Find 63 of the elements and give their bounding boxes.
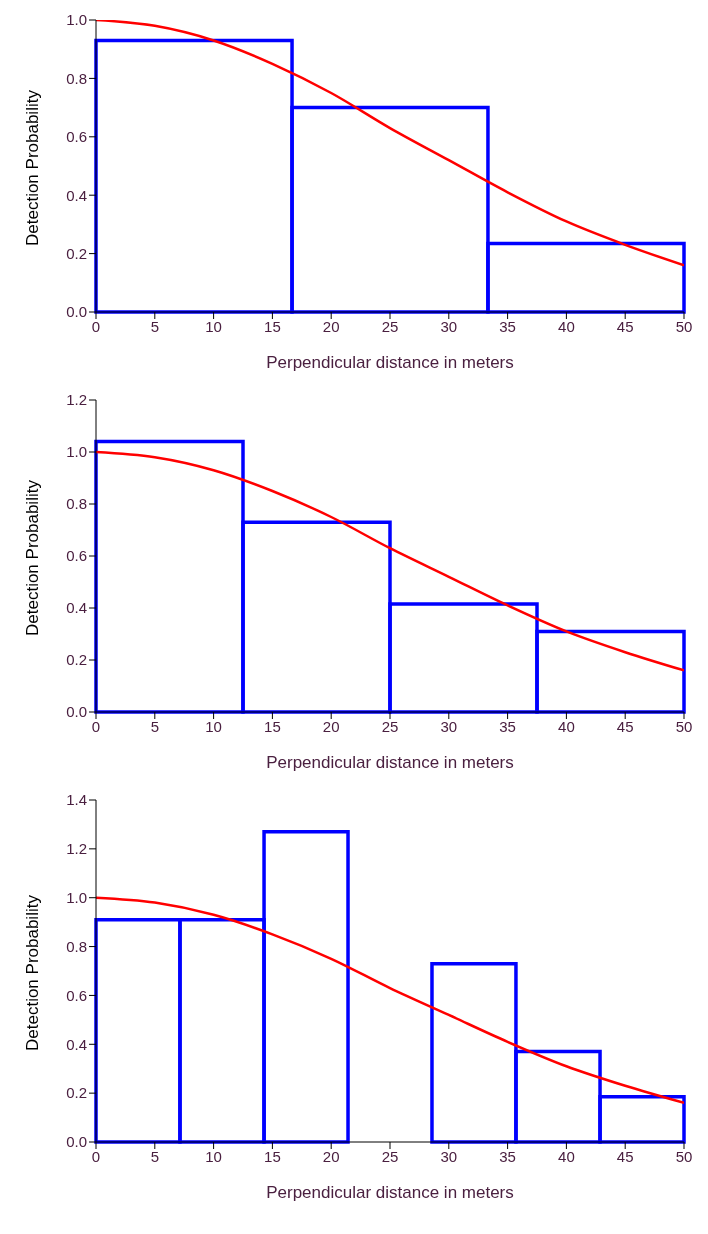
y-tick-label: 1.4 [66, 791, 87, 809]
y-tick-label: 0.6 [66, 986, 87, 1004]
x-tick-label: 10 [205, 317, 222, 335]
x-tick-label: 40 [558, 317, 575, 335]
x-tick-label: 5 [150, 317, 159, 335]
x-tick-label: 15 [264, 317, 281, 335]
x-tick-label: 15 [264, 1147, 281, 1165]
y-tick-label: 0.6 [66, 128, 87, 146]
y-tick-label: 0.0 [66, 303, 87, 321]
y-tick-label: 0.8 [66, 495, 87, 513]
x-tick-label: 15 [264, 717, 281, 735]
y-tick-label: 0.4 [66, 599, 87, 617]
x-tick-label: 25 [381, 1147, 399, 1165]
y-tick-label: 0.0 [66, 703, 87, 721]
x-tick-label: 20 [322, 317, 340, 335]
y-tick-label: 0.4 [66, 186, 87, 204]
x-axis-title: Perpendicular distance in meters [266, 1183, 514, 1202]
x-tick-label: 25 [381, 317, 399, 335]
x-axis-title: Perpendicular distance in meters [266, 353, 514, 372]
x-tick-label: 5 [150, 1147, 159, 1165]
x-tick-label: 40 [558, 1147, 575, 1165]
y-axis-title: Detection Probability [23, 479, 43, 636]
y-axis-title: Detection Probability [23, 89, 43, 246]
line-series [96, 896, 684, 1105]
x-tick-label: 35 [499, 1147, 516, 1165]
y-axis-title: Detection Probability [23, 894, 43, 1051]
x-tick-label: 20 [322, 1147, 340, 1165]
x-tick-label: 10 [205, 1147, 222, 1165]
x-tick-label: 0 [91, 717, 101, 735]
x-tick-label: 5 [150, 717, 159, 735]
x-tick-label: 0 [91, 317, 101, 335]
x-tick-label: 30 [440, 317, 458, 335]
x-tick-label: 50 [675, 717, 693, 735]
x-tick-label: 45 [616, 717, 634, 735]
x-tick-label: 50 [675, 1147, 693, 1165]
y-tick-label: 1.0 [66, 443, 87, 461]
y-tick-label: 0.2 [66, 1084, 87, 1102]
x-tick-label: 45 [616, 317, 634, 335]
x-tick-label: 20 [322, 717, 340, 735]
y-tick-label: 1.2 [66, 840, 87, 858]
y-tick-label: 1.2 [66, 391, 87, 409]
y-tick-label: 0.8 [66, 937, 87, 955]
y-tick-label: 1.0 [66, 11, 87, 29]
x-tick-label: 30 [440, 717, 458, 735]
y-tick-label: 0.4 [66, 1035, 87, 1053]
line-series [96, 450, 684, 672]
x-tick-label: 10 [205, 717, 222, 735]
y-tick-label: 0.8 [66, 69, 87, 87]
y-tick-label: 0.2 [66, 244, 87, 262]
x-tick-label: 50 [675, 317, 693, 335]
x-tick-label: 40 [558, 717, 575, 735]
y-tick-label: 1.0 [66, 889, 87, 907]
y-tick-label: 0.2 [66, 651, 87, 669]
x-tick-label: 25 [381, 717, 399, 735]
y-tick-label: 0.6 [66, 547, 87, 565]
x-tick-label: 35 [499, 717, 516, 735]
line-series [96, 20, 684, 267]
y-tick-label: 0.0 [66, 1133, 87, 1151]
x-axis-title: Perpendicular distance in meters [266, 753, 514, 772]
x-tick-label: 45 [616, 1147, 634, 1165]
x-tick-label: 0 [91, 1147, 101, 1165]
x-tick-label: 35 [499, 317, 516, 335]
x-tick-label: 30 [440, 1147, 458, 1165]
